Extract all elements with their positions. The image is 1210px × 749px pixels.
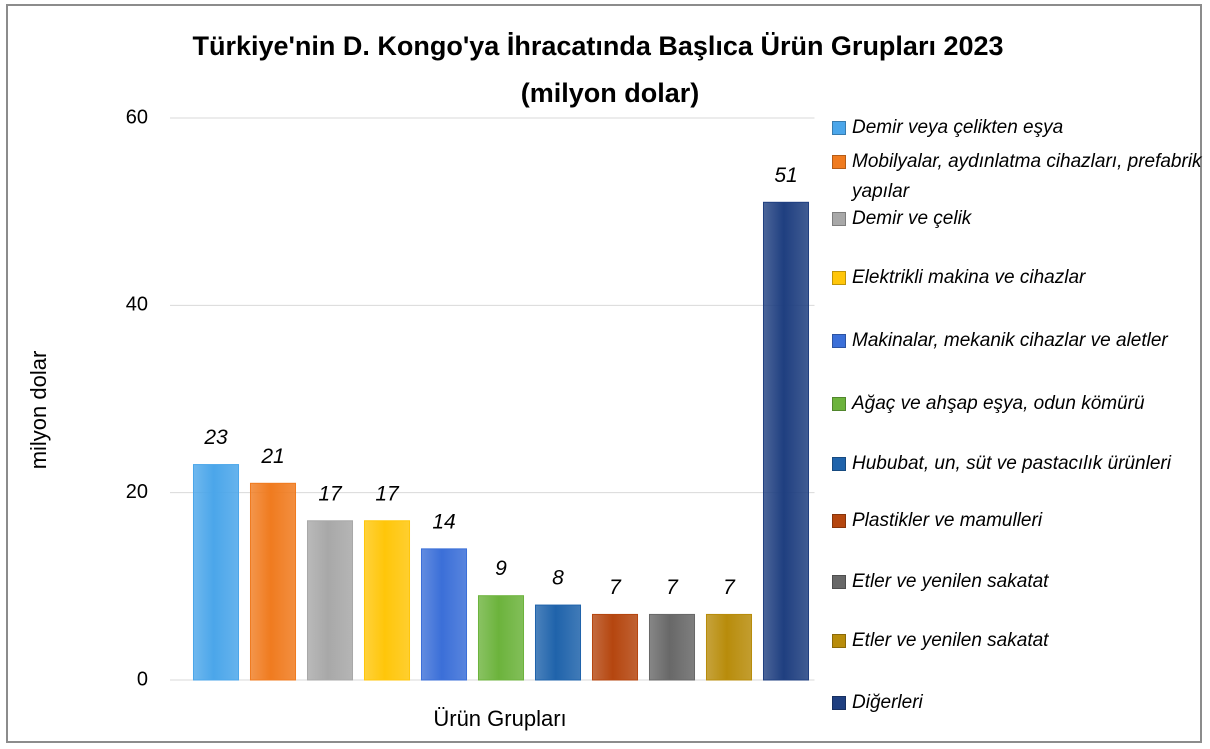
- x-axis-title: Ürün Grupları: [433, 706, 566, 731]
- y-tick-label: 0: [137, 668, 148, 690]
- legend-item: Ağaç ve ahşap eşya, odun kömürü: [832, 389, 1202, 419]
- legend-item: Hububat, un, süt ve pastacılık ürünleri: [832, 449, 1202, 479]
- data-label: 9: [495, 557, 507, 580]
- legend-label: Elektrikli makina ve cihazlar: [852, 267, 1086, 288]
- legend-item: Demir veya çelikten eşya: [832, 113, 1202, 143]
- bar: [192, 464, 240, 681]
- chart-title: Türkiye'nin D. Kongo'ya İhracatında Başl…: [192, 31, 1003, 61]
- bar: [534, 604, 582, 681]
- y-tick-label: 40: [126, 294, 148, 316]
- data-label: 17: [318, 482, 343, 505]
- legend-label: Hububat, un, süt ve pastacılık ürünleri: [852, 453, 1171, 474]
- legend-swatch: [832, 155, 846, 169]
- data-label: 7: [666, 576, 679, 599]
- legend-label: Diğerleri: [852, 692, 923, 713]
- legend-item: Etler ve yenilen sakatat: [832, 567, 1202, 597]
- bar: [306, 520, 354, 681]
- legend-swatch: [832, 634, 846, 648]
- legend-label: Etler ve yenilen sakatat: [852, 571, 1049, 592]
- legend-item: Demir ve çelik: [832, 204, 1202, 234]
- y-axis-title: milyon dolar: [26, 351, 51, 470]
- legend-item: Elektrikli makina ve cihazlar: [832, 263, 1202, 293]
- legend-swatch: [832, 271, 846, 285]
- bar: [420, 548, 468, 681]
- legend-swatch: [832, 334, 846, 348]
- chart-subtitle: (milyon dolar): [521, 78, 700, 108]
- bar: [363, 520, 411, 681]
- legend-item: Etler ve yenilen sakatat: [832, 626, 1202, 656]
- y-tick-label: 20: [126, 481, 148, 503]
- data-label: 7: [609, 576, 622, 599]
- legend-swatch: [832, 397, 846, 411]
- y-tick-label: 60: [126, 106, 148, 128]
- legend-swatch: [832, 696, 846, 710]
- data-label: 51: [774, 164, 797, 187]
- legend-item: Mobilyalar, aydınlatma cihazları, prefab…: [832, 147, 1202, 207]
- legend-label: Demir veya çelikten eşya: [852, 117, 1064, 138]
- bar: [249, 482, 297, 681]
- legend-item: Makinalar, mekanik cihazlar ve aletler: [832, 326, 1202, 356]
- legend-label: Makinalar, mekanik cihazlar ve aletler: [852, 330, 1168, 351]
- chart-frame: [6, 4, 1202, 743]
- data-label: 21: [260, 445, 284, 468]
- legend-swatch: [832, 212, 846, 226]
- bar: [762, 201, 810, 681]
- legend-label: Mobilyalar, aydınlatma cihazları, prefab…: [852, 151, 1202, 202]
- legend-swatch: [832, 121, 846, 135]
- data-label: 8: [552, 567, 564, 590]
- legend-label: Demir ve çelik: [852, 208, 972, 229]
- bar: [648, 613, 696, 681]
- data-label: 14: [432, 510, 455, 533]
- legend-label: Ağaç ve ahşap eşya, odun kömürü: [852, 393, 1145, 414]
- legend-item: Diğerleri: [832, 688, 1202, 718]
- data-label: 23: [203, 426, 228, 449]
- bar: [705, 613, 753, 681]
- data-label: 17: [375, 482, 400, 505]
- legend-item: Plastikler ve mamulleri: [832, 506, 1202, 536]
- legend-label: Etler ve yenilen sakatat: [852, 630, 1049, 651]
- bar: [591, 613, 639, 681]
- legend-label: Plastikler ve mamulleri: [852, 510, 1043, 531]
- legend-swatch: [832, 514, 846, 528]
- bar: [477, 595, 525, 681]
- legend-swatch: [832, 575, 846, 589]
- data-label: 7: [723, 576, 736, 599]
- legend-swatch: [832, 457, 846, 471]
